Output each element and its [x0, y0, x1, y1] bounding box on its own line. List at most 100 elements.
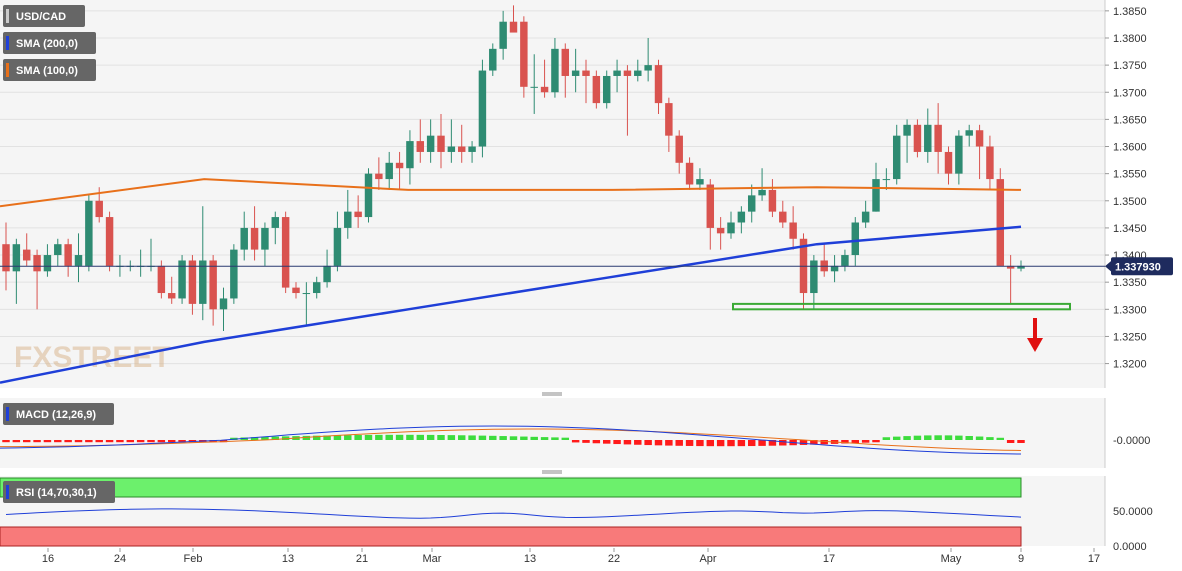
legend-sma100[interactable]: SMA (100,0) — [3, 59, 96, 81]
macd-histogram-bar — [965, 436, 973, 440]
legend-symbol-box — [3, 5, 85, 27]
candle-body — [975, 130, 984, 147]
candle-body — [85, 200, 93, 266]
macd-histogram-bar — [706, 440, 715, 447]
macd-histogram-bar — [250, 437, 259, 440]
y-tick-label: 1.3850 — [1113, 6, 1147, 18]
macd-histogram-bar — [654, 440, 663, 446]
candle-body — [12, 244, 21, 272]
macd-histogram-bar — [696, 440, 704, 447]
candle-body — [944, 151, 953, 174]
x-tick-label: Mar — [423, 553, 442, 565]
candle-body — [592, 75, 601, 104]
legend-sma200-label: SMA (200,0) — [16, 38, 78, 50]
legend-macd-label: MACD (12,26,9) — [16, 409, 96, 421]
candle-body — [2, 244, 10, 272]
y-tick-label: 1.3500 — [1113, 196, 1147, 208]
macd-histogram-bar — [54, 440, 62, 443]
legend-macd-box — [3, 403, 114, 425]
macd-histogram-bar — [986, 437, 994, 440]
candle-body — [965, 130, 973, 136]
legend-rsi[interactable]: RSI (14,70,30,1) — [3, 481, 115, 503]
macd-histogram-bar — [302, 435, 311, 440]
macd-histogram-bar — [799, 440, 808, 445]
legend: USD/CAD SMA (200,0) SMA (100,0) MACD (12… — [3, 5, 115, 503]
candle-body — [602, 75, 611, 104]
candle-body — [457, 146, 466, 152]
legend-sma100-swatch — [6, 63, 9, 77]
candle-body — [747, 195, 756, 212]
macd-histogram-bar — [167, 440, 176, 443]
candle-body — [240, 227, 248, 250]
macd-histogram-bar — [685, 440, 694, 446]
macd-histogram-bar — [737, 440, 746, 447]
candle-body — [416, 141, 425, 152]
y-tick-label: 1.3550 — [1113, 169, 1147, 181]
macd-histogram-bar — [861, 440, 870, 443]
macd-histogram-bar — [406, 434, 414, 440]
candle-body — [571, 70, 580, 76]
candle-body — [924, 124, 932, 152]
macd-histogram-bar — [22, 440, 31, 443]
legend-macd[interactable]: MACD (12,26,9) — [3, 403, 114, 425]
candle-body — [478, 70, 487, 147]
macd-histogram-bar — [520, 436, 528, 440]
resize-handle-2[interactable] — [542, 469, 562, 475]
macd-histogram-bar — [33, 440, 41, 443]
macd-panel: -0.0000 — [0, 398, 1150, 468]
rsi-panel: 0.0000 50.0000 — [0, 476, 1153, 553]
candle-body — [271, 217, 280, 228]
candle-body — [789, 222, 797, 239]
candle-body — [551, 48, 559, 93]
current-price-pointer — [1105, 260, 1112, 273]
candle-body — [178, 260, 186, 299]
macd-histogram-bar — [944, 435, 953, 440]
candle-body — [395, 162, 404, 169]
x-tick-label: 13 — [524, 553, 536, 565]
macd-histogram-bar — [582, 440, 590, 443]
macd-histogram-bar — [934, 435, 942, 440]
y-tick-label: 1.3350 — [1113, 277, 1147, 289]
candle-body — [499, 21, 507, 49]
candle-body — [33, 255, 41, 272]
current-price-box — [1111, 257, 1173, 276]
candle-body — [43, 255, 52, 272]
legend-sma200[interactable]: SMA (200,0) — [3, 32, 96, 54]
macd-histogram-bar — [747, 440, 756, 447]
y-tick-label: 1.3300 — [1113, 304, 1147, 316]
y-tick-label: 1.3450 — [1113, 223, 1147, 235]
candle-body — [281, 217, 290, 288]
candle-body — [520, 21, 528, 87]
macd-histogram-bar — [323, 435, 331, 440]
macd-histogram-bar — [727, 440, 735, 447]
macd-histogram-bar — [178, 440, 186, 443]
candle-body — [188, 260, 197, 304]
panel-separators[interactable] — [542, 391, 562, 475]
candle-body — [540, 86, 549, 93]
candle-body — [986, 146, 994, 180]
sma-lines — [0, 178, 1022, 384]
candle-body — [468, 146, 476, 152]
legend-symbol-label: USD/CAD — [16, 11, 66, 23]
candle-body — [74, 255, 83, 266]
macd-histogram-bar — [385, 434, 393, 440]
candle-body — [623, 70, 632, 76]
down-arrow-shaft — [1033, 318, 1037, 338]
macd-histogram-bar — [416, 434, 425, 440]
candle-body — [716, 227, 725, 234]
legend-symbol-swatch — [6, 9, 9, 23]
candle-body — [250, 227, 259, 250]
macd-histogram-bar — [913, 435, 922, 440]
macd-histogram-bar — [157, 440, 166, 443]
resize-handle-1[interactable] — [542, 391, 562, 397]
candle-body — [302, 293, 311, 295]
candle-body — [675, 135, 683, 163]
candle-body — [1017, 265, 1025, 269]
legend-symbol[interactable]: USD/CAD — [3, 5, 85, 27]
candle-body — [1006, 265, 1015, 269]
candle-body — [810, 260, 818, 294]
x-tick-label: May — [941, 553, 962, 565]
candle-body — [157, 265, 166, 294]
macd-histogram-bar — [12, 440, 21, 443]
